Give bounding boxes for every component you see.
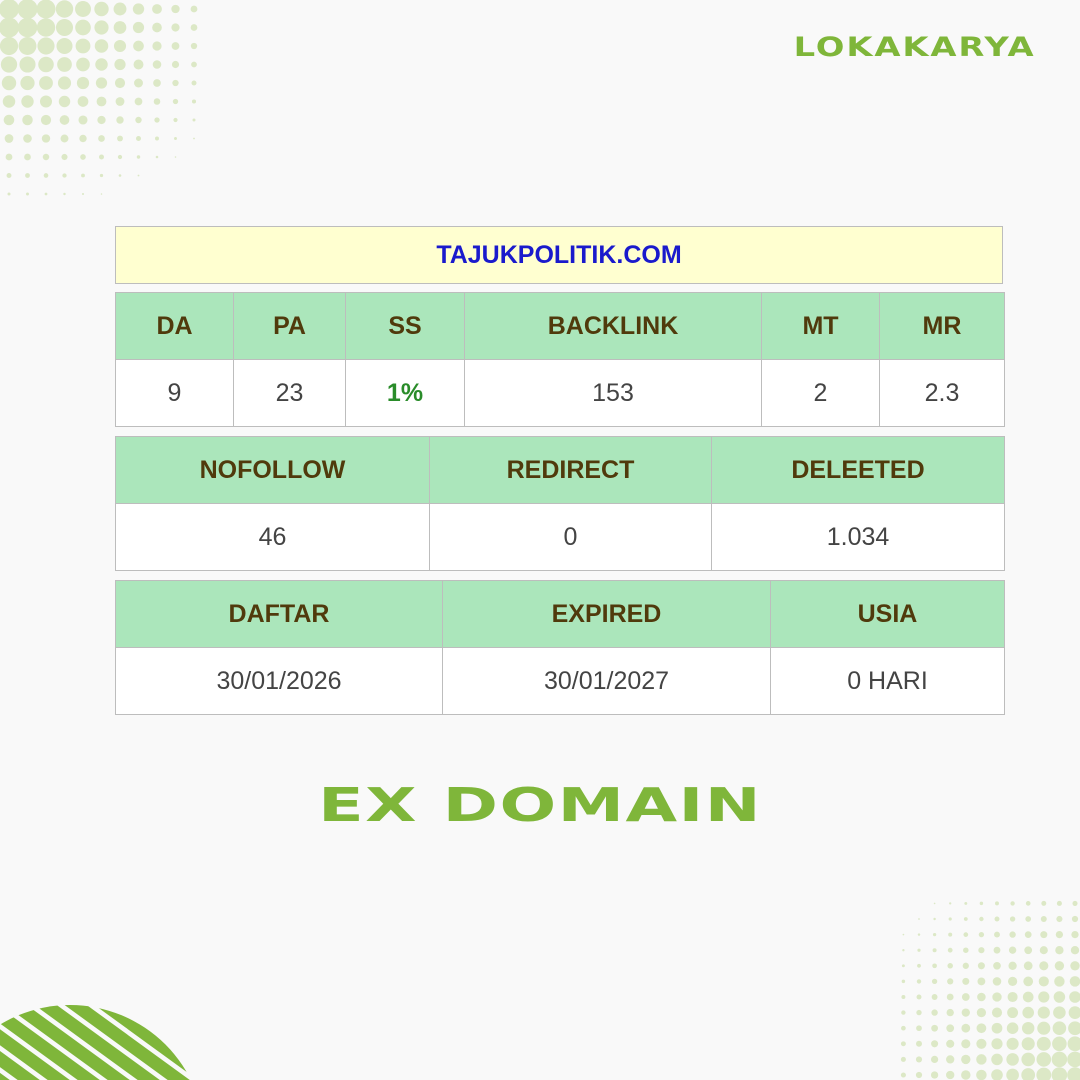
header-mt: MT: [761, 292, 880, 360]
table-header-row: DAFTAR EXPIRED USIA: [115, 580, 1005, 648]
header-backlink: BACKLINK: [464, 292, 762, 360]
table-header-row: NOFOLLOW REDIRECT DELEETED: [115, 436, 1005, 504]
header-ss: SS: [345, 292, 465, 360]
header-deleeted: DELEETED: [711, 436, 1005, 504]
value-pa: 23: [233, 359, 346, 427]
domain-title: TAJUKPOLITIK.COM: [436, 240, 682, 269]
domain-title-bar: TAJUKPOLITIK.COM: [115, 226, 1003, 284]
metrics-table: DA PA SS BACKLINK MT MR 9 23 1% 153 2 2.…: [115, 292, 1005, 427]
table-header-row: DA PA SS BACKLINK MT MR: [115, 292, 1005, 360]
brand-logo: LOKAKARYA: [794, 32, 1036, 63]
header-mr: MR: [879, 292, 1005, 360]
table-row: 46 0 1.034: [115, 503, 1005, 571]
header-expired: EXPIRED: [442, 580, 771, 648]
header-usia: USIA: [770, 580, 1005, 648]
value-ss: 1%: [345, 359, 465, 427]
header-pa: PA: [233, 292, 346, 360]
header-redirect: REDIRECT: [429, 436, 712, 504]
dates-table: DAFTAR EXPIRED USIA 30/01/2026 30/01/202…: [115, 580, 1005, 715]
value-mt: 2: [761, 359, 880, 427]
header-nofollow: NOFOLLOW: [115, 436, 430, 504]
value-redirect: 0: [429, 503, 712, 571]
table-row: 9 23 1% 153 2 2.3: [115, 359, 1005, 427]
stripes-bottom-left: [0, 1005, 205, 1080]
table-row: 30/01/2026 30/01/2027 0 HARI: [115, 647, 1005, 715]
value-mr: 2.3: [879, 359, 1005, 427]
value-daftar: 30/01/2026: [115, 647, 443, 715]
header-da: DA: [115, 292, 234, 360]
value-backlink: 153: [464, 359, 762, 427]
halftone-dots-bottom-right: [900, 900, 1080, 1080]
header-daftar: DAFTAR: [115, 580, 443, 648]
value-expired: 30/01/2027: [442, 647, 771, 715]
value-deleeted: 1.034: [711, 503, 1005, 571]
links-table: NOFOLLOW REDIRECT DELEETED 46 0 1.034: [115, 436, 1005, 571]
value-nofollow: 46: [115, 503, 430, 571]
value-da: 9: [115, 359, 234, 427]
halftone-dots-top-left: [0, 0, 198, 196]
value-usia: 0 HARI: [770, 647, 1005, 715]
headline: EX DOMAIN: [318, 778, 762, 832]
